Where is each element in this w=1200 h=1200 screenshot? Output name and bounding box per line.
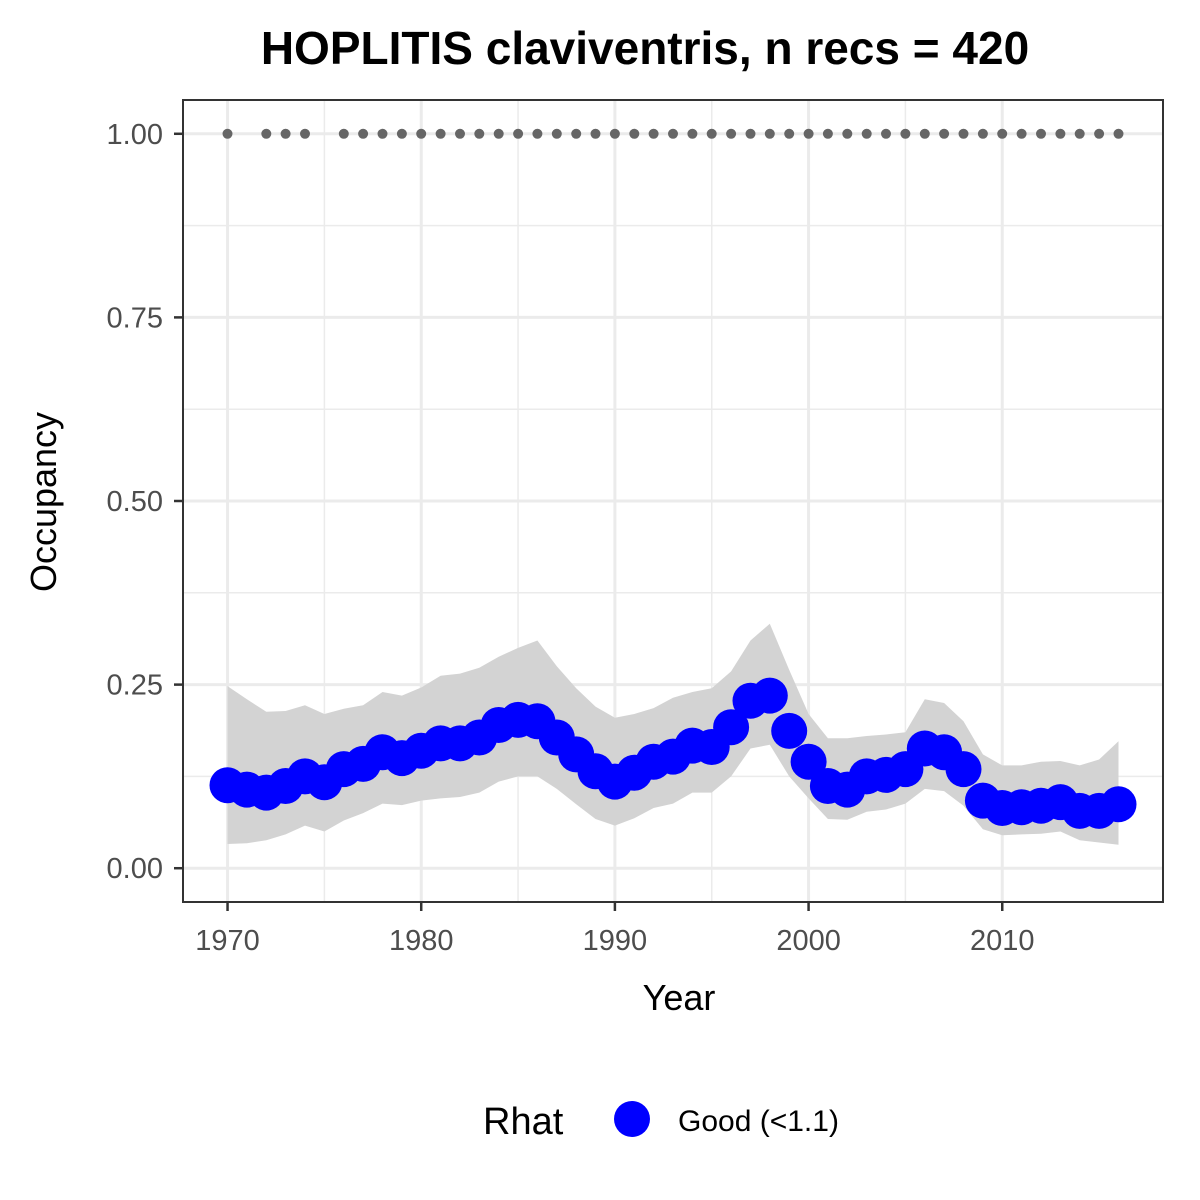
legend: Rhat Good (<1.1) <box>483 1101 839 1143</box>
record-dot <box>784 128 795 139</box>
record-dot <box>648 128 659 139</box>
record-dot <box>571 128 582 139</box>
record-dot <box>764 128 775 139</box>
y-tick-label: 0.75 <box>107 302 163 334</box>
occupancy-point <box>771 712 808 749</box>
legend-label-good: Good (<1.1) <box>678 1105 839 1138</box>
chart-title: HOPLITIS claviventris, n recs = 420 <box>261 22 1029 74</box>
y-axis-title: Occupancy <box>23 412 64 592</box>
y-tick-label: 0.25 <box>107 670 163 702</box>
record-dot <box>900 128 911 139</box>
x-tick-label: 2000 <box>776 925 841 957</box>
record-dot <box>435 128 446 139</box>
record-dot <box>222 128 233 139</box>
x-tick-label: 1990 <box>583 925 648 957</box>
y-tick-label: 1.00 <box>107 119 163 151</box>
record-dot <box>726 128 737 139</box>
record-dot <box>1036 128 1046 139</box>
record-dot <box>706 128 717 139</box>
occupancy-point <box>751 677 788 714</box>
record-dot <box>629 128 640 139</box>
record-dot <box>1055 128 1066 139</box>
x-axis-title: Year <box>643 977 716 1018</box>
y-tick-label: 0.50 <box>107 486 163 518</box>
record-dot <box>513 128 524 139</box>
record-dot <box>881 128 891 139</box>
y-tick-label: 0.00 <box>107 853 163 885</box>
record-dot <box>1016 128 1027 139</box>
record-dot <box>493 128 504 139</box>
record-dot <box>822 128 833 139</box>
record-dot <box>532 128 543 139</box>
occupancy-point <box>790 743 827 780</box>
record-dot <box>1113 128 1124 139</box>
record-dot <box>958 128 969 139</box>
record-dot <box>300 128 310 139</box>
record-dot <box>997 128 1008 139</box>
occupancy-point <box>945 751 982 788</box>
axes: 1970 1980 1990 2000 2010 0.00 0.25 0.50 0.75 1.00 <box>107 119 1035 957</box>
record-dot <box>803 128 814 139</box>
occupancy-point <box>1100 786 1137 823</box>
record-dot <box>1074 128 1085 139</box>
record-dot <box>861 128 872 139</box>
x-tick-label: 1980 <box>389 925 454 957</box>
record-dot <box>474 128 485 139</box>
record-dot <box>261 128 272 139</box>
record-dot <box>668 128 678 139</box>
record-dot <box>842 128 853 139</box>
record-dot <box>609 128 620 139</box>
record-dot <box>280 128 291 139</box>
record-dot <box>396 128 407 139</box>
record-dot <box>416 128 427 139</box>
record-dot <box>1094 128 1105 139</box>
record-dot <box>377 128 388 139</box>
record-dot <box>338 128 349 139</box>
x-tick-label: 2010 <box>970 925 1035 957</box>
occupancy-points <box>209 677 1137 829</box>
record-dot <box>745 128 756 139</box>
legend-key-good <box>614 1101 650 1137</box>
record-year-dots <box>222 128 1124 139</box>
record-dot <box>551 128 562 139</box>
legend-title: Rhat <box>483 1101 564 1143</box>
record-dot <box>358 128 369 139</box>
record-dot <box>687 128 698 139</box>
record-dot <box>939 128 950 139</box>
record-dot <box>977 128 988 139</box>
occupancy-point <box>713 709 750 746</box>
record-dot <box>919 128 930 139</box>
record-dot <box>590 128 601 139</box>
x-tick-label: 1970 <box>195 925 260 957</box>
record-dot <box>455 128 465 139</box>
